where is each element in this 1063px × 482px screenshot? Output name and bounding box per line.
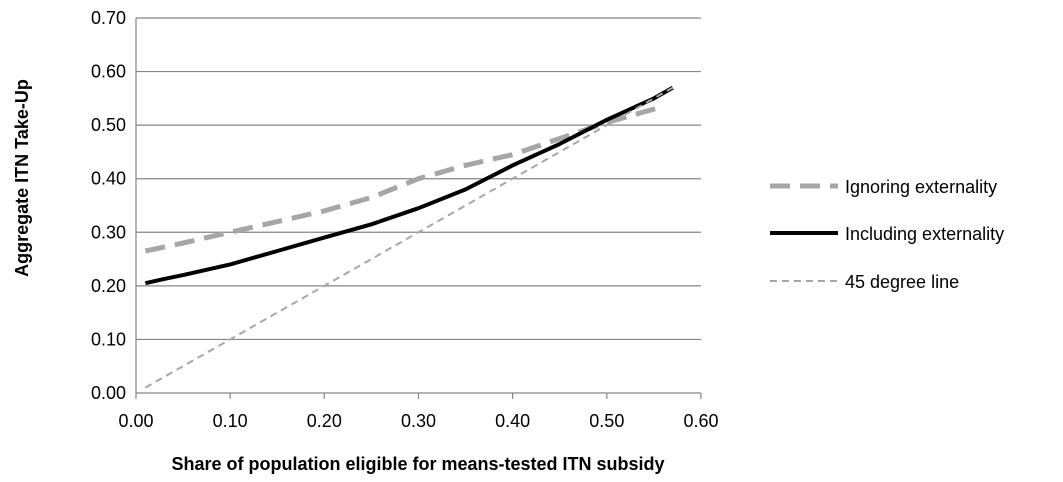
legend: Ignoring externality Including externalit… — [770, 177, 1004, 292]
series-line-ignoring-externality — [144, 103, 664, 254]
x-tick-label: 0.20 — [307, 411, 342, 431]
x-tick-label: 0.50 — [589, 411, 624, 431]
gridlines — [135, 17, 701, 394]
y-tick-label: 0.10 — [91, 329, 126, 349]
y-tick-label: 0.70 — [91, 8, 126, 28]
y-axis-ticks: 0.00 0.10 0.20 0.30 0.40 0.50 0.60 0.70 — [91, 8, 126, 403]
y-tick-label: 0.30 — [91, 222, 126, 242]
y-tick-label: 0.00 — [91, 383, 126, 403]
x-tick-label: 0.30 — [401, 411, 436, 431]
y-tick-label: 0.60 — [91, 62, 126, 82]
legend-label: Ignoring externality — [845, 177, 997, 197]
x-tick-label: 0.40 — [495, 411, 530, 431]
legend-label: Including externality — [845, 224, 1004, 244]
series-line-including-externality — [144, 85, 674, 286]
legend-label: 45 degree line — [845, 272, 959, 292]
x-tick-label: 0.60 — [683, 411, 718, 431]
plot-area — [144, 85, 674, 389]
y-tick-label: 0.20 — [91, 276, 126, 296]
series-line-45-degree-line — [144, 86, 674, 389]
x-axis-ticks: 0.00 0.10 0.20 0.30 0.40 0.50 0.60 — [118, 393, 719, 431]
y-tick-label: 0.50 — [91, 115, 126, 135]
x-tick-label: 0.10 — [213, 411, 248, 431]
y-axis-title: Aggregate ITN Take-Up — [12, 79, 32, 277]
y-tick-label: 0.40 — [91, 169, 126, 189]
x-tick-label: 0.00 — [118, 411, 153, 431]
x-axis-title: Share of population eligible for means-t… — [171, 454, 664, 474]
